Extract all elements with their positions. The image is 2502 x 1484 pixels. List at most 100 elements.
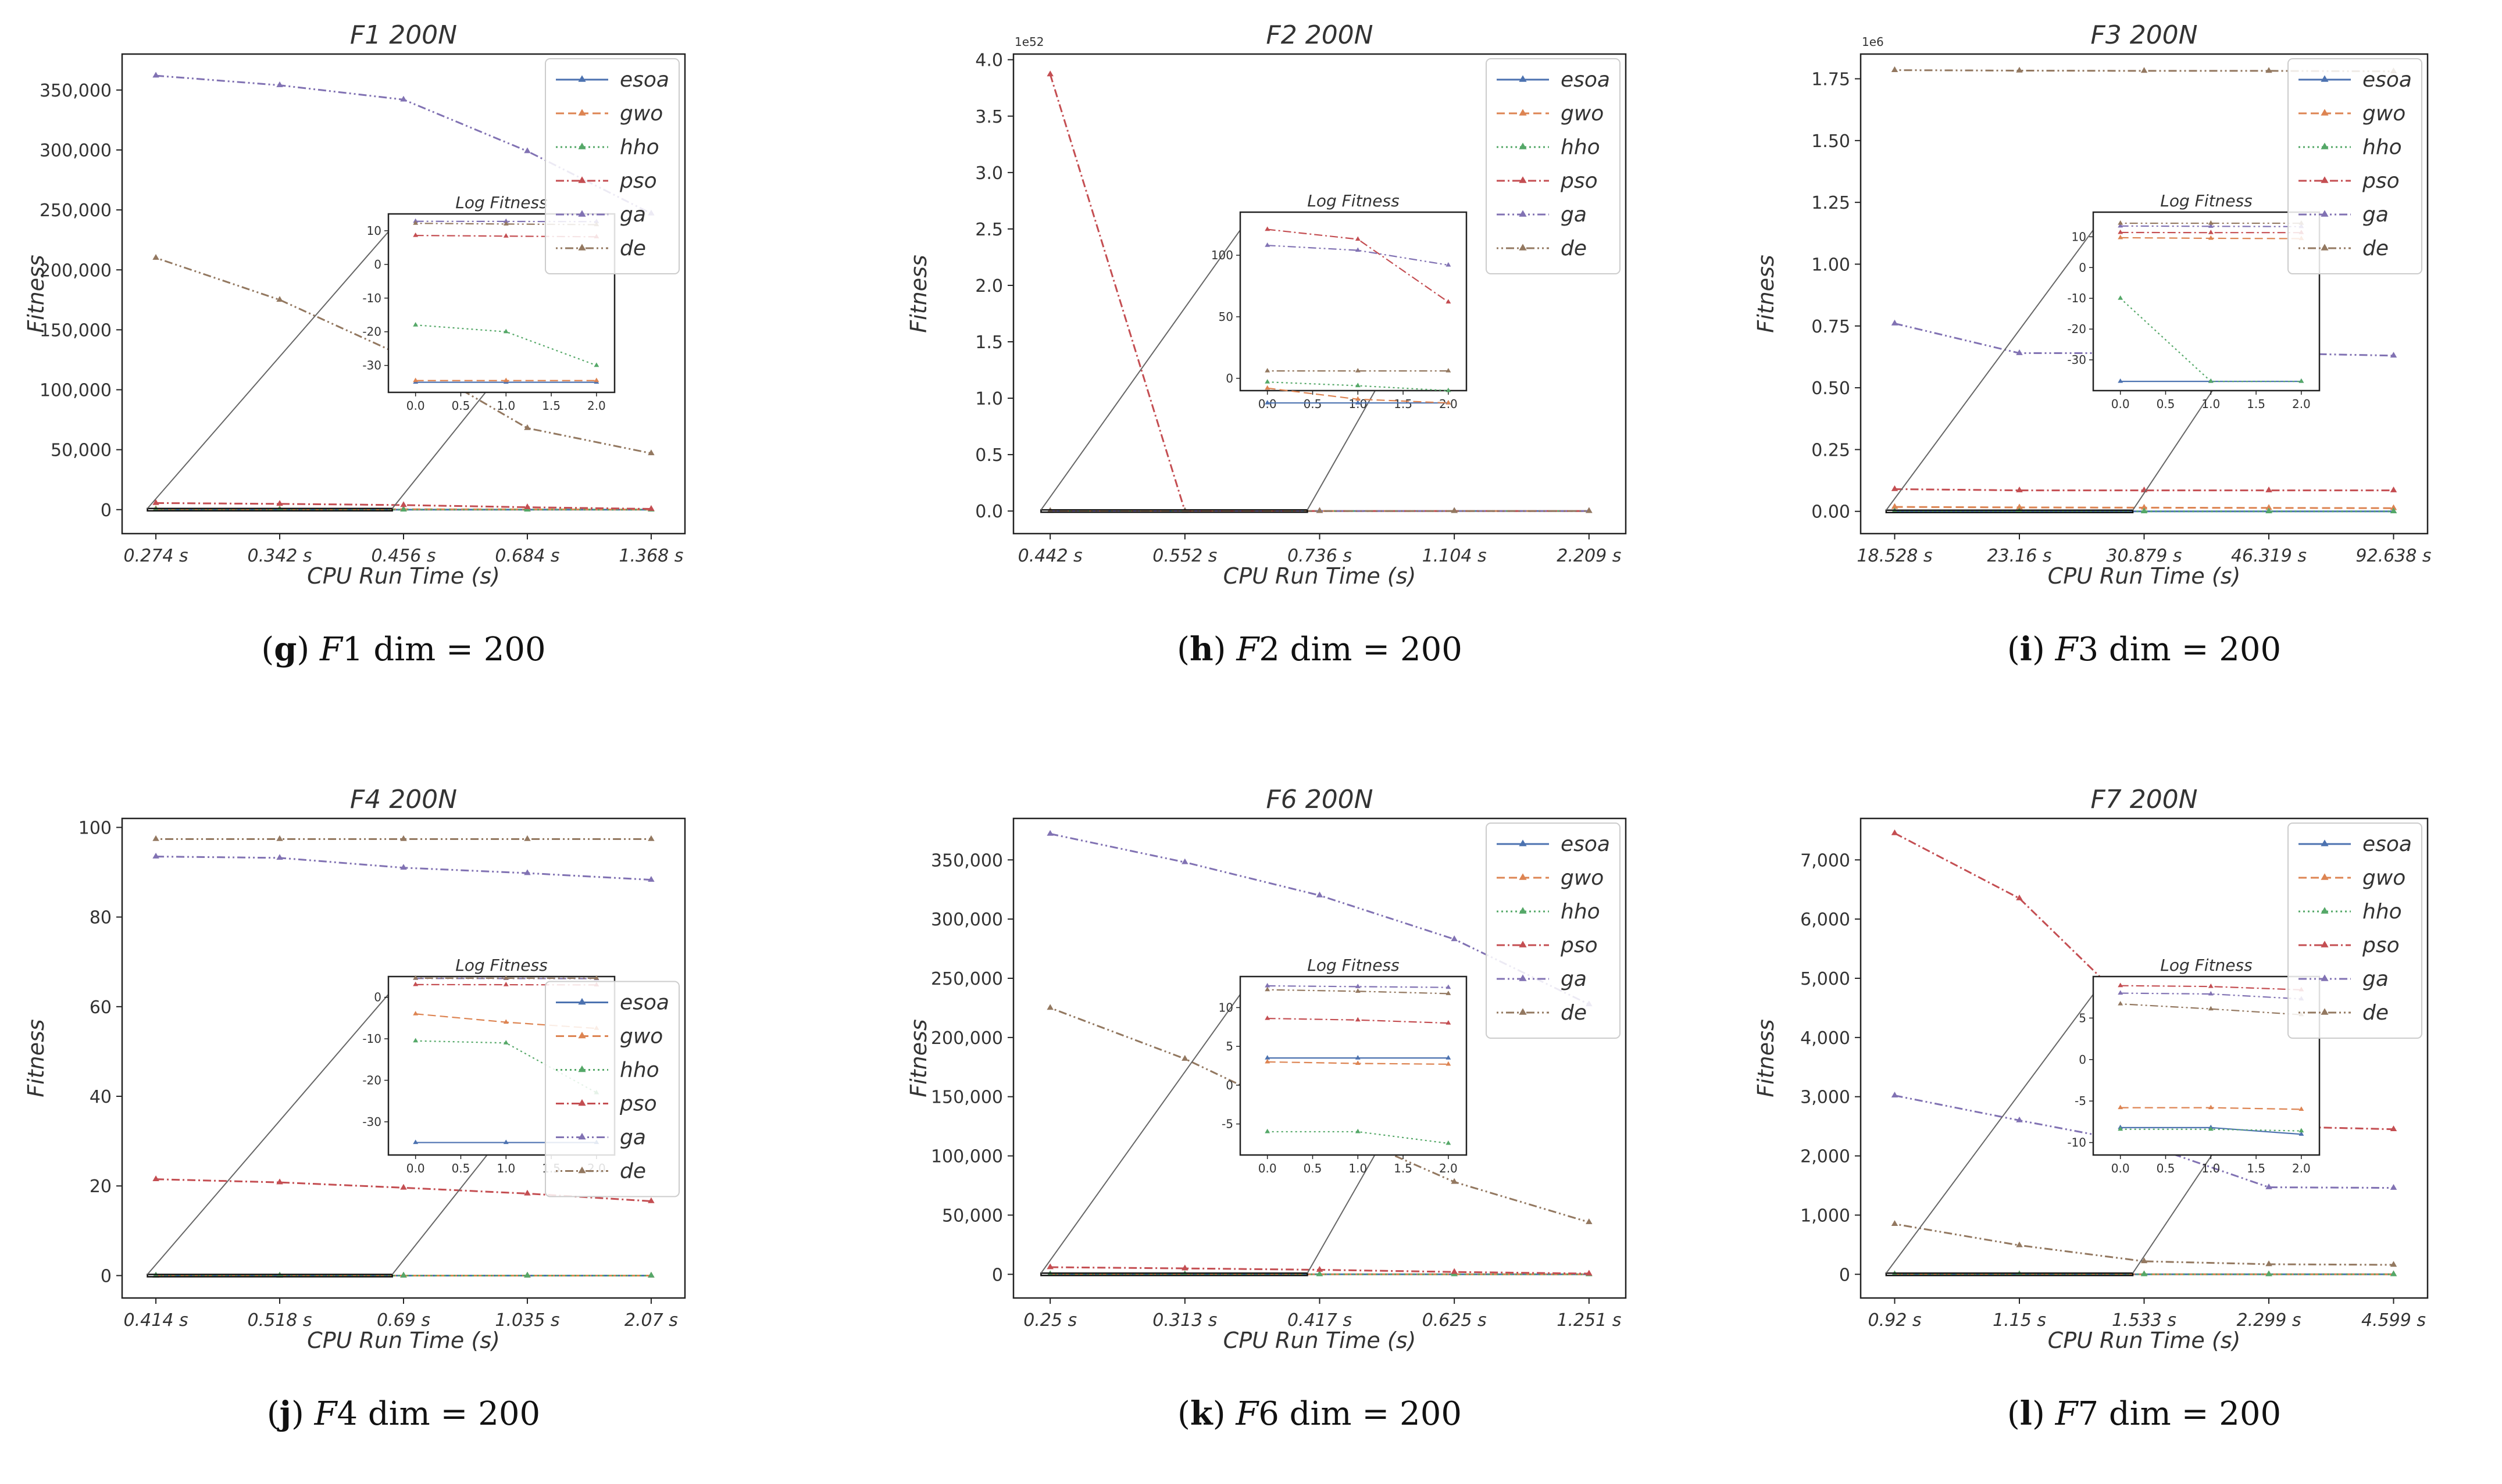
y-tick-label: 1.75 <box>1811 70 1850 90</box>
data-point-de <box>2140 1257 2148 1264</box>
caption-part: dim = 200 <box>1280 631 1462 668</box>
x-tick-label: 2.209 s <box>1557 546 1621 566</box>
data-point-hho <box>2390 507 2397 514</box>
data-point-hho <box>648 1271 655 1278</box>
legend-marker-gwo <box>2321 873 2329 880</box>
y-tick-label: 4,000 <box>1800 1028 1850 1049</box>
zoom-region <box>147 1274 393 1278</box>
inset-data-point-hho <box>1355 1128 1361 1133</box>
series-line-de <box>1050 1007 1590 1224</box>
y-axis-label: Fitness <box>23 1019 49 1097</box>
inset-y-tick-label: 0 <box>1226 1078 1233 1092</box>
data-point-pso <box>1182 1264 1188 1271</box>
legend-marker-ga <box>578 210 586 217</box>
legend-label-gwo: gwo <box>1561 102 1604 126</box>
inset-data-point-hho <box>1355 382 1361 388</box>
legend-label-pso: pso <box>619 1092 657 1116</box>
data-point-pso <box>400 501 407 507</box>
inset-data-point-de <box>413 220 419 225</box>
inset-data-point-ga <box>2118 223 2123 228</box>
zoom-connector <box>1040 994 1241 1274</box>
inset-series-line-de <box>1267 989 1448 995</box>
caption-part: 1 <box>342 631 363 668</box>
inset-frame <box>1239 975 1468 1156</box>
legend-label-pso: pso <box>1560 934 1598 957</box>
y-tick-label: 2.0 <box>975 276 1003 296</box>
data-point-hho <box>400 1271 407 1278</box>
zoom-connector <box>1886 994 2094 1274</box>
inset-x-tick-label: 1.5 <box>1394 397 1412 411</box>
data-point-ga <box>2016 349 2023 355</box>
legend-marker-esoa <box>578 997 586 1005</box>
legend-label-ga: ga <box>2362 967 2389 991</box>
data-point-pso <box>152 1175 159 1181</box>
legend-label-de: de <box>2362 1001 2389 1025</box>
inset-data-point-de <box>2208 1006 2214 1011</box>
inset-data-point-gwo <box>1355 1060 1361 1065</box>
inset-data-point-ga <box>2208 990 2214 996</box>
inset-x-tick-label: 0.0 <box>406 399 425 413</box>
legend-label-gwo: gwo <box>2362 866 2405 890</box>
data-point-de <box>1316 507 1323 513</box>
y-tick-label: 7,000 <box>1800 850 1850 871</box>
caption-part: ) <box>2032 631 2055 668</box>
inset-y-tick-label: 5 <box>2079 1011 2086 1025</box>
x-tick-label: 1.035 s <box>495 1310 559 1331</box>
inset-data-point-gwo <box>503 1019 509 1024</box>
figure-caption: (i) F3 dim = 200 <box>2007 630 2281 668</box>
legend-marker-de <box>578 244 586 251</box>
legend: esoa gwo hho pso ga de <box>2287 823 2422 1039</box>
legend-label-gwo: gwo <box>620 102 663 126</box>
legend-label-hho: hho <box>1561 900 1600 924</box>
legend-label-hho: hho <box>620 135 659 159</box>
inset-y-tick-label: -5 <box>1222 1117 1233 1131</box>
inset-frame <box>2092 211 2321 392</box>
caption-part: F <box>1236 631 1260 668</box>
figure-caption: (h) F2 dim = 200 <box>1177 630 1462 668</box>
data-point-ga <box>524 869 531 875</box>
chart-title: F3 200N <box>2090 20 2197 50</box>
inset-data-point-gwo <box>413 377 419 382</box>
inset-data-point-gwo <box>503 377 509 382</box>
inset-data-point-gwo <box>594 377 599 382</box>
inset-title: Log Fitness <box>1307 191 1399 210</box>
inset-data-point-hho <box>413 1038 419 1043</box>
data-point-pso <box>276 500 283 506</box>
inset-series-line-de <box>2120 1003 2301 1015</box>
x-tick-label: 0.442 s <box>1018 546 1083 566</box>
inset-data-point-hho <box>2208 378 2214 383</box>
y-tick-label: 0.5 <box>975 445 1003 466</box>
inset-x-tick-label: 1.5 <box>2247 1161 2265 1175</box>
chart-title: F7 200N <box>2090 785 2197 814</box>
data-point-pso <box>648 1197 655 1203</box>
axis-offset-text: 1e6 <box>1862 35 1884 49</box>
x-tick-label: 1.251 s <box>1557 1310 1621 1331</box>
inset-data-point-de <box>1445 368 1451 373</box>
data-point-ga <box>400 864 407 870</box>
inset-title: Log Fitness <box>455 193 547 212</box>
inset-data-point-gwo <box>1355 396 1361 401</box>
x-axis-label: CPU Run Time (s) <box>1223 563 1416 589</box>
inset-frame <box>1239 211 1468 392</box>
inset-y-tick-label: -30 <box>362 1115 381 1129</box>
figure-caption: (g) F1 dim = 200 <box>261 630 545 668</box>
y-tick-label: 1.00 <box>1811 255 1850 275</box>
data-point-hho <box>2265 1270 2272 1276</box>
data-point-pso <box>1891 829 1898 835</box>
inset-data-point-gwo <box>2298 1106 2304 1111</box>
legend-label-ga: ga <box>2362 203 2389 227</box>
inset-x-tick-label: 0.0 <box>406 1161 425 1175</box>
legend-label-pso: pso <box>2362 934 2400 957</box>
legend-label-de: de <box>620 237 646 260</box>
y-tick-label: 3.5 <box>975 107 1003 127</box>
y-tick-label: 60 <box>90 997 112 1018</box>
caption-part: j <box>277 1394 291 1433</box>
inset-data-point-hho <box>1445 1140 1451 1145</box>
y-tick-label: 300,000 <box>40 141 112 161</box>
x-tick-label: 0.274 s <box>124 546 188 566</box>
chart-panel-2: F2 200N 1e52 0.0 0.5 1.0 1.5 2.0 2.5 3.0 3.5 4.0 0.… <box>906 20 1627 668</box>
inset-x-tick-label: 0.5 <box>452 399 470 413</box>
chart-panel-6: F7 200N 0 1,000 2,000 3,000 4,000 5,000 6,000 7,… <box>1753 785 2429 1433</box>
